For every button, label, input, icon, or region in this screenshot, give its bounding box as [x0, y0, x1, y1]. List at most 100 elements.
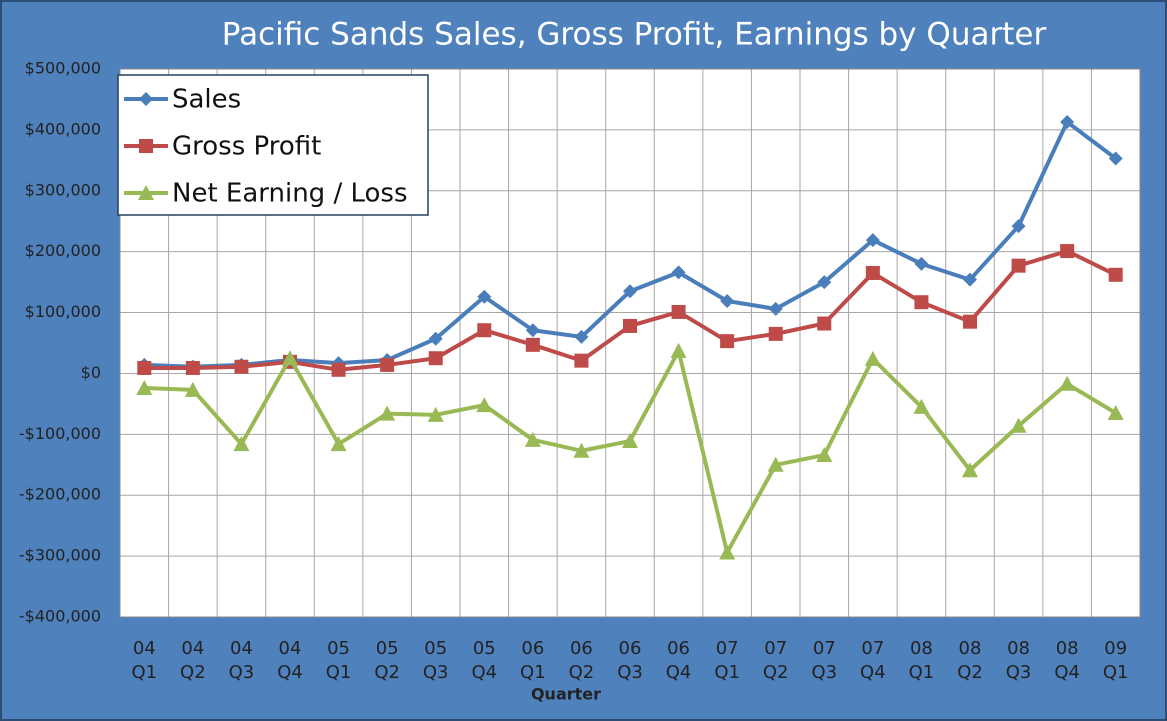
marker — [1059, 375, 1076, 391]
x-tick-label: 07 Q2 — [762, 638, 789, 683]
y-tick-label: -$300,000 — [19, 546, 101, 565]
marker — [768, 326, 783, 341]
x-tick-label: 06 Q4 — [665, 638, 692, 683]
marker — [137, 360, 152, 375]
marker — [817, 275, 832, 290]
x-tick-label: 08 Q2 — [957, 638, 983, 683]
marker — [962, 462, 978, 478]
x-tick-label: 04 Q2 — [180, 638, 206, 683]
legend-marker — [139, 92, 153, 106]
marker — [719, 544, 736, 560]
marker — [623, 318, 637, 333]
marker — [331, 362, 346, 377]
y-tick-label: $200,000 — [25, 241, 101, 260]
marker — [574, 329, 589, 344]
legend: Sales Gross Profit Net Earning / Loss — [117, 74, 429, 216]
marker — [816, 447, 833, 463]
x-axis-title: Quarter — [531, 685, 601, 704]
legend-marker — [138, 185, 154, 200]
marker — [1011, 258, 1026, 273]
plot-border — [119, 68, 1141, 618]
marker — [234, 359, 249, 374]
y-tick-label: $400,000 — [25, 119, 101, 138]
marker — [1108, 151, 1123, 166]
marker — [428, 331, 443, 346]
legend-label: Sales — [172, 85, 241, 115]
marker — [623, 284, 637, 299]
x-tick-label: 06 Q2 — [568, 638, 595, 683]
marker — [476, 397, 493, 413]
x-tick-label: 05 Q3 — [422, 638, 449, 683]
marker — [379, 405, 396, 421]
x-tick-label: 08 Q1 — [908, 638, 935, 683]
marker — [380, 357, 395, 372]
marker — [1108, 267, 1123, 282]
chart-title: Pacific Sands Sales, Gross Profit, Earni… — [222, 17, 1047, 53]
legend-marker — [139, 139, 153, 153]
legend-label: Net Earning / Loss — [172, 179, 408, 209]
marker — [1060, 244, 1075, 259]
marker — [184, 381, 201, 397]
marker — [574, 353, 589, 368]
y-tick-label: -$200,000 — [19, 485, 101, 504]
marker — [720, 293, 735, 308]
y-tick-label: $300,000 — [25, 180, 101, 199]
x-tick-label: 04 Q3 — [228, 638, 255, 683]
y-tick-label: $500,000 — [25, 59, 101, 78]
x-tick-label: 04 Q4 — [277, 638, 303, 683]
marker — [767, 456, 784, 472]
marker — [185, 360, 200, 375]
legend-label: Gross Profit — [172, 132, 321, 162]
y-tick-label: $100,000 — [25, 302, 101, 321]
marker — [427, 406, 444, 422]
legend-box — [117, 74, 429, 216]
x-tick-label: 09 Q1 — [1102, 638, 1129, 683]
marker — [671, 304, 686, 319]
marker — [865, 233, 880, 248]
x-tick-label: 05 Q4 — [471, 638, 498, 683]
x-tick-label: 08 Q4 — [1054, 638, 1080, 683]
marker — [864, 350, 881, 366]
marker — [963, 272, 977, 287]
y-tick-label: -$400,000 — [19, 607, 101, 626]
x-tick-label: 04 Q1 — [131, 638, 158, 683]
marker — [136, 380, 153, 396]
marker — [1010, 417, 1027, 433]
x-tick-label: 07 Q1 — [714, 638, 740, 683]
marker — [524, 431, 541, 447]
x-tick-label: 05 Q2 — [374, 638, 400, 683]
marker — [1011, 219, 1026, 234]
marker — [963, 314, 977, 329]
marker — [330, 436, 347, 452]
marker — [670, 342, 687, 358]
marker — [428, 351, 443, 366]
y-tick-label: -$100,000 — [19, 424, 101, 443]
marker — [1107, 405, 1124, 421]
marker — [1060, 114, 1075, 129]
marker — [817, 316, 832, 331]
marker — [720, 334, 735, 349]
marker — [525, 323, 540, 338]
marker — [914, 295, 929, 310]
marker — [282, 350, 298, 366]
x-tick-label: 07 Q4 — [860, 638, 886, 683]
marker — [768, 301, 783, 316]
x-tick-label: 06 Q1 — [520, 638, 546, 683]
marker — [671, 265, 686, 280]
marker — [477, 289, 492, 304]
marker — [233, 436, 250, 452]
marker — [477, 323, 492, 338]
marker — [865, 265, 880, 280]
x-tick-label: 05 Q1 — [325, 638, 352, 683]
x-tick-label: 08 Q3 — [1005, 638, 1032, 683]
marker — [913, 398, 930, 414]
y-tick-label: $0 — [81, 363, 101, 382]
x-tick-label: 06 Q3 — [617, 638, 643, 683]
marker — [573, 442, 590, 458]
x-tick-label: 07 Q3 — [811, 638, 838, 683]
marker — [622, 433, 638, 449]
marker — [914, 256, 929, 271]
marker — [525, 337, 540, 352]
